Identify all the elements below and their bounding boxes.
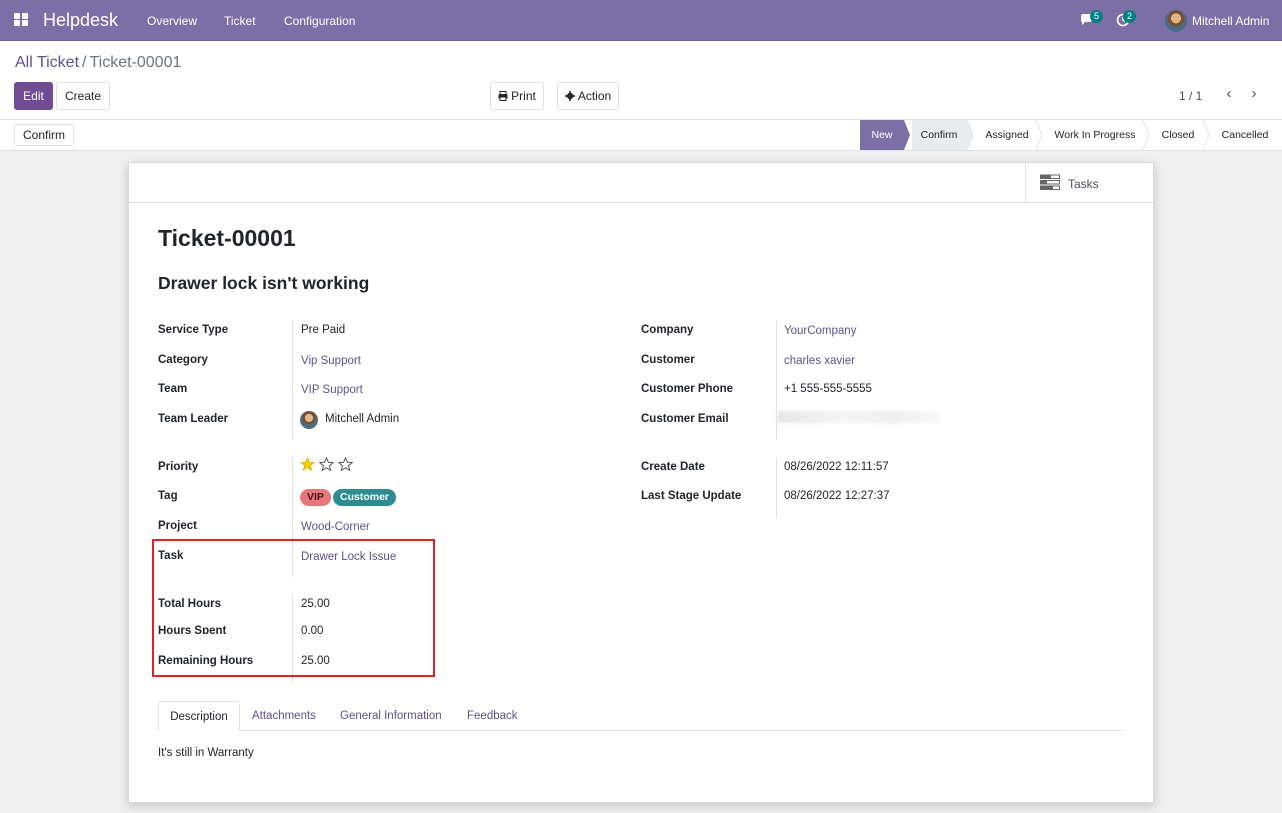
project-link[interactable]: Wood-Corner [301, 521, 370, 533]
customer-label: Customer [641, 354, 695, 366]
edit-button[interactable]: Edit [14, 82, 53, 110]
team-link[interactable]: VIP Support [301, 384, 363, 396]
category-link[interactable]: Vip Support [301, 355, 361, 367]
field-divider [292, 321, 293, 440]
create-button[interactable]: Create [56, 82, 110, 110]
tasks-icon [1040, 174, 1060, 190]
last-stage-update-value: 08/26/2022 12:27:37 [784, 490, 890, 502]
messages-badge: 5 [1090, 10, 1103, 23]
menu-overview[interactable]: Overview [147, 14, 198, 28]
stage-closed[interactable]: Closed [1161, 129, 1195, 141]
smart-button-box: Tasks [129, 163, 1153, 203]
stage-new[interactable]: New [860, 120, 904, 150]
tag-label: Tag [158, 490, 178, 502]
tag-vip-badge[interactable]: VIP [300, 489, 331, 506]
action-label: Action [577, 89, 612, 103]
print-icon [498, 91, 508, 101]
tab-description[interactable]: Description [158, 701, 240, 731]
priority-star-icon[interactable] [300, 457, 315, 472]
company-link[interactable]: YourCompany [784, 325, 857, 337]
print-button[interactable]: Print [490, 82, 544, 110]
stage-separator [1202, 120, 1210, 150]
stage-work-in-progress[interactable]: Work In Progress [1054, 129, 1136, 141]
stage-cancelled[interactable]: Cancelled [1221, 129, 1269, 141]
action-button[interactable]: Action [557, 82, 619, 110]
customer-email-label: Customer Email [641, 413, 729, 425]
remaining-hours-label: Remaining Hours [158, 655, 254, 667]
task-link[interactable]: Drawer Lock Issue [301, 551, 397, 563]
team-leader-avatar [300, 411, 318, 429]
description-text[interactable]: It's still in Warranty [158, 747, 254, 759]
statusbar: Confirm New Confirm Assigned Work In Pro… [0, 119, 1282, 151]
remaining-hours-value: 25.00 [301, 655, 330, 667]
tasks-smart-button[interactable]: Tasks [1025, 163, 1153, 202]
team-leader-value[interactable]: Mitchell Admin [325, 413, 400, 425]
print-label: Print [511, 89, 536, 103]
apps-menu-icon[interactable] [14, 13, 29, 26]
create-date-value: 08/26/2022 12:11:57 [784, 461, 889, 473]
tab-feedback[interactable]: Feedback [467, 710, 518, 722]
priority-star-empty-icon[interactable] [338, 457, 353, 472]
priority-star-empty-icon[interactable] [319, 457, 334, 472]
total-hours-value: 25.00 [301, 598, 330, 610]
breadcrumb-separator: / [82, 54, 87, 71]
stage-separator [966, 120, 974, 150]
team-label: Team [158, 383, 188, 395]
customer-phone-value[interactable]: +1 555-555-5555 [784, 383, 872, 395]
stage-assigned[interactable]: Assigned [985, 129, 1029, 141]
ticket-subject: Drawer lock isn't working [158, 273, 370, 293]
total-hours-label: Total Hours [158, 598, 222, 610]
create-date-label: Create Date [641, 461, 705, 473]
app-brand[interactable]: Helpdesk [43, 10, 119, 30]
category-label: Category [158, 354, 208, 366]
breadcrumb-all-ticket[interactable]: All Ticket [15, 54, 80, 71]
customer-phone-label: Customer Phone [641, 383, 734, 395]
activities-badge: 2 [1123, 10, 1136, 23]
company-label: Company [641, 324, 694, 336]
confirm-button[interactable]: Confirm [14, 124, 74, 146]
customer-link[interactable]: charles xavier [784, 355, 855, 367]
user-menu-name[interactable]: Mitchell Admin [1192, 14, 1270, 28]
stage-confirm[interactable]: Confirm [912, 120, 966, 150]
field-divider [292, 595, 293, 683]
menu-configuration[interactable]: Configuration [284, 14, 356, 28]
pager-previous-icon[interactable]: ‹ [1226, 85, 1232, 102]
breadcrumb: All Ticket / Ticket-00001 [15, 54, 181, 72]
menu-ticket[interactable]: Ticket [224, 14, 256, 28]
hours-spent-value: 0.00 [301, 625, 324, 634]
pager-next-icon[interactable]: › [1251, 85, 1257, 102]
service-type-label: Service Type [158, 324, 229, 336]
project-label: Project [158, 520, 197, 532]
breadcrumb-current: Ticket-00001 [89, 54, 182, 71]
stage-separator [1035, 120, 1043, 150]
stage-separator [1142, 120, 1150, 150]
chat-icon[interactable] [1080, 14, 1094, 26]
customer-email-redacted [777, 411, 941, 423]
tasks-label: Tasks [1068, 177, 1099, 191]
tab-general-information[interactable]: General Information [340, 710, 442, 722]
field-divider [292, 458, 293, 577]
form-sheet: Tasks Ticket-00001 Drawer lock isn't wor… [128, 162, 1154, 803]
tab-attachments[interactable]: Attachments [252, 710, 316, 722]
notebook-tabs: Description Attachments General Informat… [158, 701, 1125, 731]
service-type-value[interactable]: Pre Paid [301, 324, 346, 336]
tag-customer-badge[interactable]: Customer [333, 489, 397, 506]
top-navbar: Helpdesk Overview Ticket Configuration 5… [0, 0, 1282, 41]
task-label: Task [158, 550, 184, 562]
field-divider [776, 321, 777, 440]
hours-spent-label: Hours Spent [158, 625, 227, 634]
field-divider [776, 458, 777, 518]
team-leader-label: Team Leader [158, 413, 229, 425]
last-stage-update-label: Last Stage Update [641, 490, 742, 502]
user-avatar[interactable] [1165, 10, 1187, 32]
gear-icon [564, 91, 575, 101]
pager-value[interactable]: 1 / 1 [1179, 89, 1203, 103]
priority-label: Priority [158, 461, 199, 473]
stage-separator [903, 120, 910, 150]
ticket-name: Ticket-00001 [158, 225, 296, 251]
highlight-annotation-box [152, 539, 435, 677]
